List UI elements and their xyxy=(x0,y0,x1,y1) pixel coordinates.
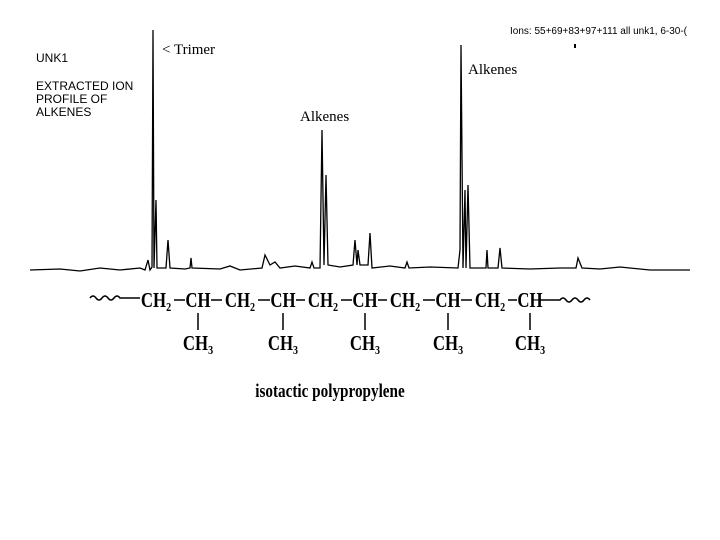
chain-end xyxy=(540,297,591,303)
annotation: Alkenes xyxy=(468,62,517,78)
annotation: Alkenes xyxy=(300,109,349,125)
description-line: ALKENES xyxy=(36,105,91,119)
backbone-group: CH₂ xyxy=(141,289,171,312)
substituent: CH₃ xyxy=(183,332,213,355)
chain-end xyxy=(89,295,140,301)
substituent: CH₃ xyxy=(433,332,463,355)
description-line: PROFILE OF xyxy=(36,92,107,106)
sample-label: UNK1 xyxy=(36,51,68,65)
caption: isotactic polypropylene xyxy=(255,380,405,401)
backbone-group: CH xyxy=(435,289,460,312)
substituent: CH₃ xyxy=(350,332,380,355)
substituent: CH₃ xyxy=(268,332,298,355)
backbone-group: CH₂ xyxy=(390,289,420,312)
structure: CH₂ CH CH₃ CH₂ CH CH₃ CH₂ CH CH₃ CH₂ CH CH₃ CH₂ CH CH₃ xyxy=(141,289,545,355)
description-line: EXTRACTED ION xyxy=(36,79,133,93)
backbone-group: CH xyxy=(185,289,210,312)
backbone-group: CH xyxy=(270,289,295,312)
backbone-group: CH xyxy=(352,289,377,312)
backbone-group: CH xyxy=(517,289,542,312)
chromatogram-trace xyxy=(29,29,690,272)
ion-list: Ions: 55+69+83+97+111 all unk1, 6-30-( xyxy=(510,26,688,37)
backbone-group: CH₂ xyxy=(308,289,338,312)
backbone-group: CH₂ xyxy=(225,289,255,312)
substituent: CH₃ xyxy=(515,332,545,355)
annotation: < Trimer xyxy=(162,42,215,58)
backbone-group: CH₂ xyxy=(475,289,505,312)
